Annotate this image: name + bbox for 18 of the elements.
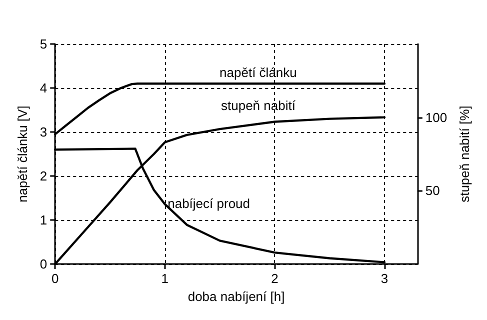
y-tick-label: 1 [40,212,48,228]
x-axis-title: doba nabíjení [h] [188,289,285,304]
y-tick-label: 5 [40,36,48,52]
y2-tick-label: 50 [425,183,440,198]
y-tick-label: 4 [40,80,48,96]
x-tick-label: 2 [271,271,278,286]
series-label: stupeň nabití [221,98,296,114]
series-label: napětí článku [220,65,297,80]
y-tick-label: 3 [40,124,48,140]
y-tick-label: 0 [40,256,48,272]
x-tick-label: 3 [380,271,388,286]
series-label: nabíjecí proud [168,196,250,211]
y-tick-label: 2 [40,168,48,184]
y-axis-title: napětí článku [V] [15,106,30,202]
x-tick-label: 0 [52,271,59,286]
x-tick-label: 1 [161,271,169,286]
y2-tick-label: 100 [425,110,448,125]
y2-axis-title: stupeň nabití [%] [457,106,472,202]
